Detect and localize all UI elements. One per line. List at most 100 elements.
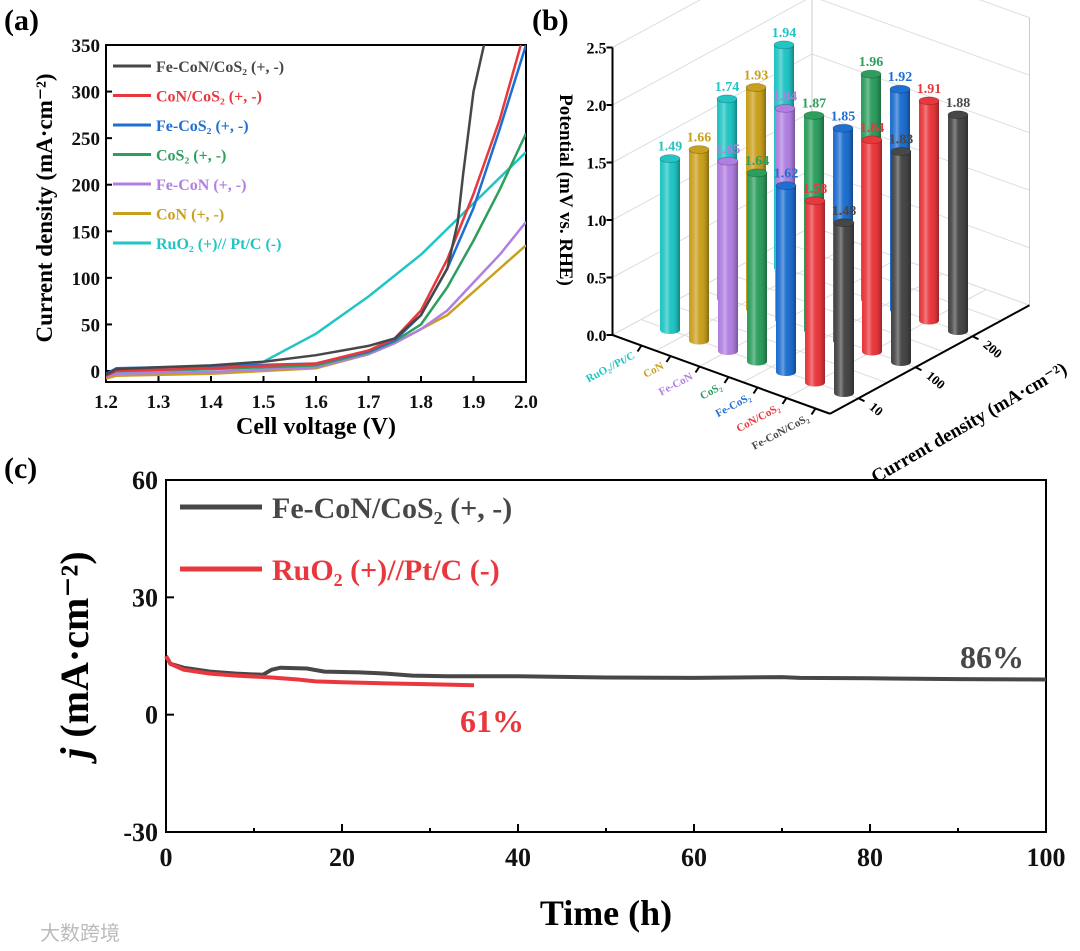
bar-ruo2-10: 1.49 (658, 140, 682, 334)
bar-shade (660, 158, 680, 334)
x-tick-label: 2.0 (514, 392, 538, 413)
x-tick-label: 60 (681, 843, 707, 872)
density-tick (858, 397, 865, 403)
bar-value-label: 1.66 (687, 131, 712, 146)
bar-value-label: 1.83 (889, 133, 914, 148)
series-line-fe-con-cos2 (106, 45, 486, 376)
x-tick-label: 100 (1027, 843, 1066, 872)
category-tick (636, 344, 643, 353)
wall-grid-line (612, 0, 1030, 48)
panel-label-c: (c) (4, 452, 37, 485)
x-tick-label: 1.7 (357, 392, 381, 413)
legend-label: RuO₂ (+)// Pt/C (-) (156, 236, 281, 253)
bar-value-label: 1.87 (802, 96, 827, 111)
bar-shade (919, 100, 939, 325)
legend-label: RuO₂ (+)//Pt/C (-) (272, 554, 500, 587)
bar-shade (948, 114, 968, 335)
bar-top (804, 196, 826, 206)
bar-top (775, 181, 797, 191)
y-tick-label: 300 (72, 83, 101, 104)
bar-value-label: 1.65 (716, 142, 741, 157)
bar-fe-con-cos2-200: 1.88 (946, 96, 971, 335)
bar-fe-con-cos2-100: 1.83 (889, 133, 914, 366)
legend-label: CoS₂ (+, -) (156, 148, 226, 165)
category-tick (810, 407, 817, 416)
bar-value-label: 1.93 (744, 69, 769, 84)
bar-shade (805, 200, 825, 387)
bar-fe-cos2-10: 1.62 (774, 167, 799, 376)
x-tick-label: 40 (505, 843, 531, 872)
bar-value-label: 1.84 (860, 121, 885, 136)
density-tick-label: 200 (981, 337, 1006, 361)
x-tick-label: 1.8 (409, 392, 433, 413)
bar-value-label: 1.94 (772, 26, 797, 41)
bar-value-label: 1.91 (917, 82, 942, 97)
y-tick-label: 50 (81, 315, 100, 336)
panel-b-chart: 0.0 0.5 1.0 1.5 2.0 2.5 Potential (mV vs. RHE)… (555, 0, 1071, 488)
category-axis (612, 334, 831, 415)
bar-top (918, 96, 940, 106)
bar-top (745, 83, 767, 92)
bar-top (717, 156, 739, 166)
bar-top (890, 147, 912, 156)
y-tick-label: 350 (72, 36, 101, 57)
bar-value-label: 1.64 (745, 154, 770, 169)
category-label: Fe-CoS₂ (714, 391, 754, 420)
z-axis-title: Potential (mV vs. RHE) (555, 94, 576, 286)
z-tick-label: 2.0 (587, 98, 607, 115)
x-tick-label: 0 (160, 843, 173, 872)
y-axis-title-symbol: j (52, 747, 97, 765)
bar-value-label: 1.85 (831, 109, 856, 124)
bar-value-label: 1.96 (859, 55, 884, 70)
bar-shade (862, 139, 882, 356)
series-line-fe-con (106, 221, 526, 378)
series-line-con (106, 244, 526, 380)
legend-label: Fe-CoN/CoS₂ (+, -) (272, 492, 512, 525)
z-tick-label: 1.0 (587, 213, 607, 230)
density-tick (972, 335, 979, 341)
category-label: CoN (641, 360, 666, 381)
bar-shade (891, 151, 911, 366)
bar-value-label: 1.92 (888, 70, 913, 85)
bar-fe-con-10: 1.65 (716, 142, 741, 355)
x-tick-label: 20 (329, 843, 355, 872)
bar-top (947, 110, 969, 120)
y-tick-label: 100 (72, 269, 101, 290)
bar-shade (689, 149, 709, 345)
y-tick-label: 30 (132, 583, 158, 612)
retention-label-ruo2: 61% (460, 703, 524, 739)
panel-label-b: (b) (532, 4, 569, 37)
wall-grid-line (612, 0, 1030, 106)
bar-top (860, 69, 882, 79)
y-tick-label: 60 (132, 466, 158, 495)
bar-shade (776, 185, 796, 376)
y-tick-label: -30 (123, 818, 158, 847)
bar-top (773, 40, 795, 50)
category-tick (723, 376, 730, 384)
bar-top (861, 135, 883, 145)
x-tick-label: 1.3 (147, 392, 171, 413)
bar-value-label: 1.62 (774, 167, 799, 182)
category-tick (665, 355, 672, 363)
y-tick-label: 200 (72, 176, 101, 197)
density-tick-label: 100 (924, 368, 949, 392)
bar-value-label: 1.88 (946, 96, 971, 111)
x-tick-label: 1.5 (252, 392, 276, 413)
category-label: RuO₂//Pt/C (584, 350, 637, 386)
x-tick-label: 1.4 (199, 392, 223, 413)
series-line-fe-con-cos2 (164, 655, 1047, 682)
legend-label: CoN (+, -) (156, 207, 224, 224)
bar-top (716, 94, 738, 104)
y-tick-label: 0 (91, 362, 101, 383)
bar-top (774, 104, 796, 113)
bar-top (659, 154, 681, 164)
legend-label: Fe-CoN/CoS₂ (+, -) (156, 59, 284, 76)
z-tick-label: 0.5 (587, 271, 607, 288)
density-axis (829, 304, 1030, 415)
z-tick-label: 0.0 (587, 328, 607, 345)
legend-label: Fe-CoN (+, -) (156, 177, 246, 194)
bar-value-label: 1.74 (715, 80, 740, 95)
density-tick-label: 10 (867, 399, 887, 419)
